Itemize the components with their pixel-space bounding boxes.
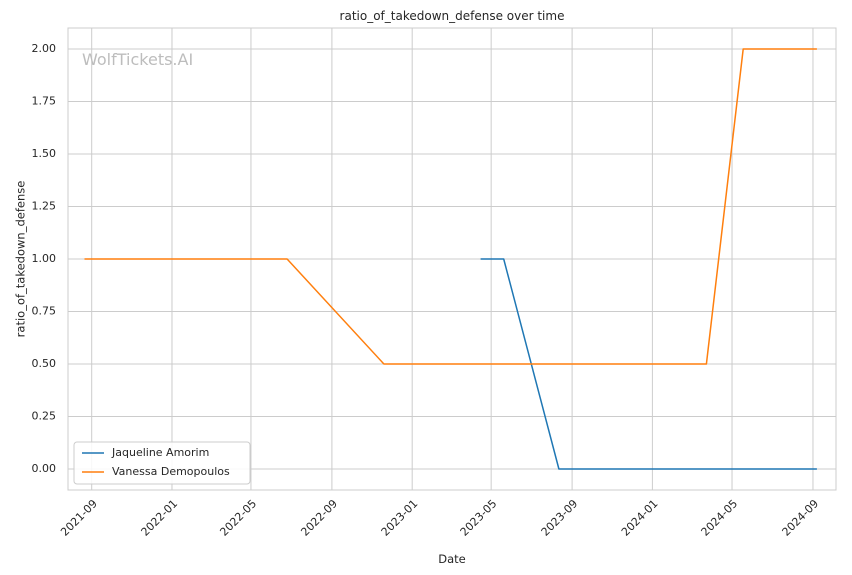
y-tick-label: 0.25 xyxy=(32,410,57,423)
watermark: WolfTickets.AI xyxy=(82,50,193,69)
x-tick-label: 2023-05 xyxy=(458,497,500,539)
legend-items: Jaqueline Amorim Vanessa Demopoulos xyxy=(82,446,230,478)
legend-box xyxy=(73,441,251,485)
y-tick-label: 1.50 xyxy=(32,147,57,160)
legend: Jaqueline Amorim Vanessa Demopoulos xyxy=(73,441,251,485)
x-tick-label: 2023-09 xyxy=(539,497,581,539)
y-axis-ticks: 0.00 0.25 0.50 0.75 1.00 1.25 1.50 1.75 2.00 xyxy=(32,42,57,475)
y-tick-label: 1.00 xyxy=(32,252,57,265)
legend-label: Vanessa Demopoulos xyxy=(112,465,230,478)
x-tick-label: 2021-09 xyxy=(58,497,100,539)
x-tick-label: 2024-09 xyxy=(780,497,822,539)
y-tick-label: 2.00 xyxy=(32,42,57,55)
x-tick-label: 2024-05 xyxy=(699,497,741,539)
chart-title: ratio_of_takedown_defense over time xyxy=(340,9,565,23)
y-tick-label: 1.75 xyxy=(32,95,57,108)
plot-area-frame xyxy=(67,27,837,491)
x-tick-label: 2022-05 xyxy=(217,497,259,539)
x-axis-title: Date xyxy=(438,552,466,566)
x-axis-ticks: 2021-09 2022-01 2022-05 2022-09 2023-01 2023-… xyxy=(58,497,821,539)
y-tick-label: 0.00 xyxy=(32,462,57,475)
y-tick-label: 0.75 xyxy=(32,305,57,318)
x-tick-label: 2024-01 xyxy=(619,497,661,539)
x-tick-label: 2022-01 xyxy=(139,497,181,539)
y-axis-title: ratio_of_takedown_defense xyxy=(14,181,28,338)
y-tick-label: 0.50 xyxy=(32,357,57,370)
x-tick-label: 2022-09 xyxy=(298,497,340,539)
y-tick-label: 1.25 xyxy=(32,200,57,213)
legend-label: Jaqueline Amorim xyxy=(111,446,209,459)
series-line-1 xyxy=(84,48,817,365)
x-tick-label: 2023-01 xyxy=(379,497,421,539)
series-lines xyxy=(84,48,817,470)
